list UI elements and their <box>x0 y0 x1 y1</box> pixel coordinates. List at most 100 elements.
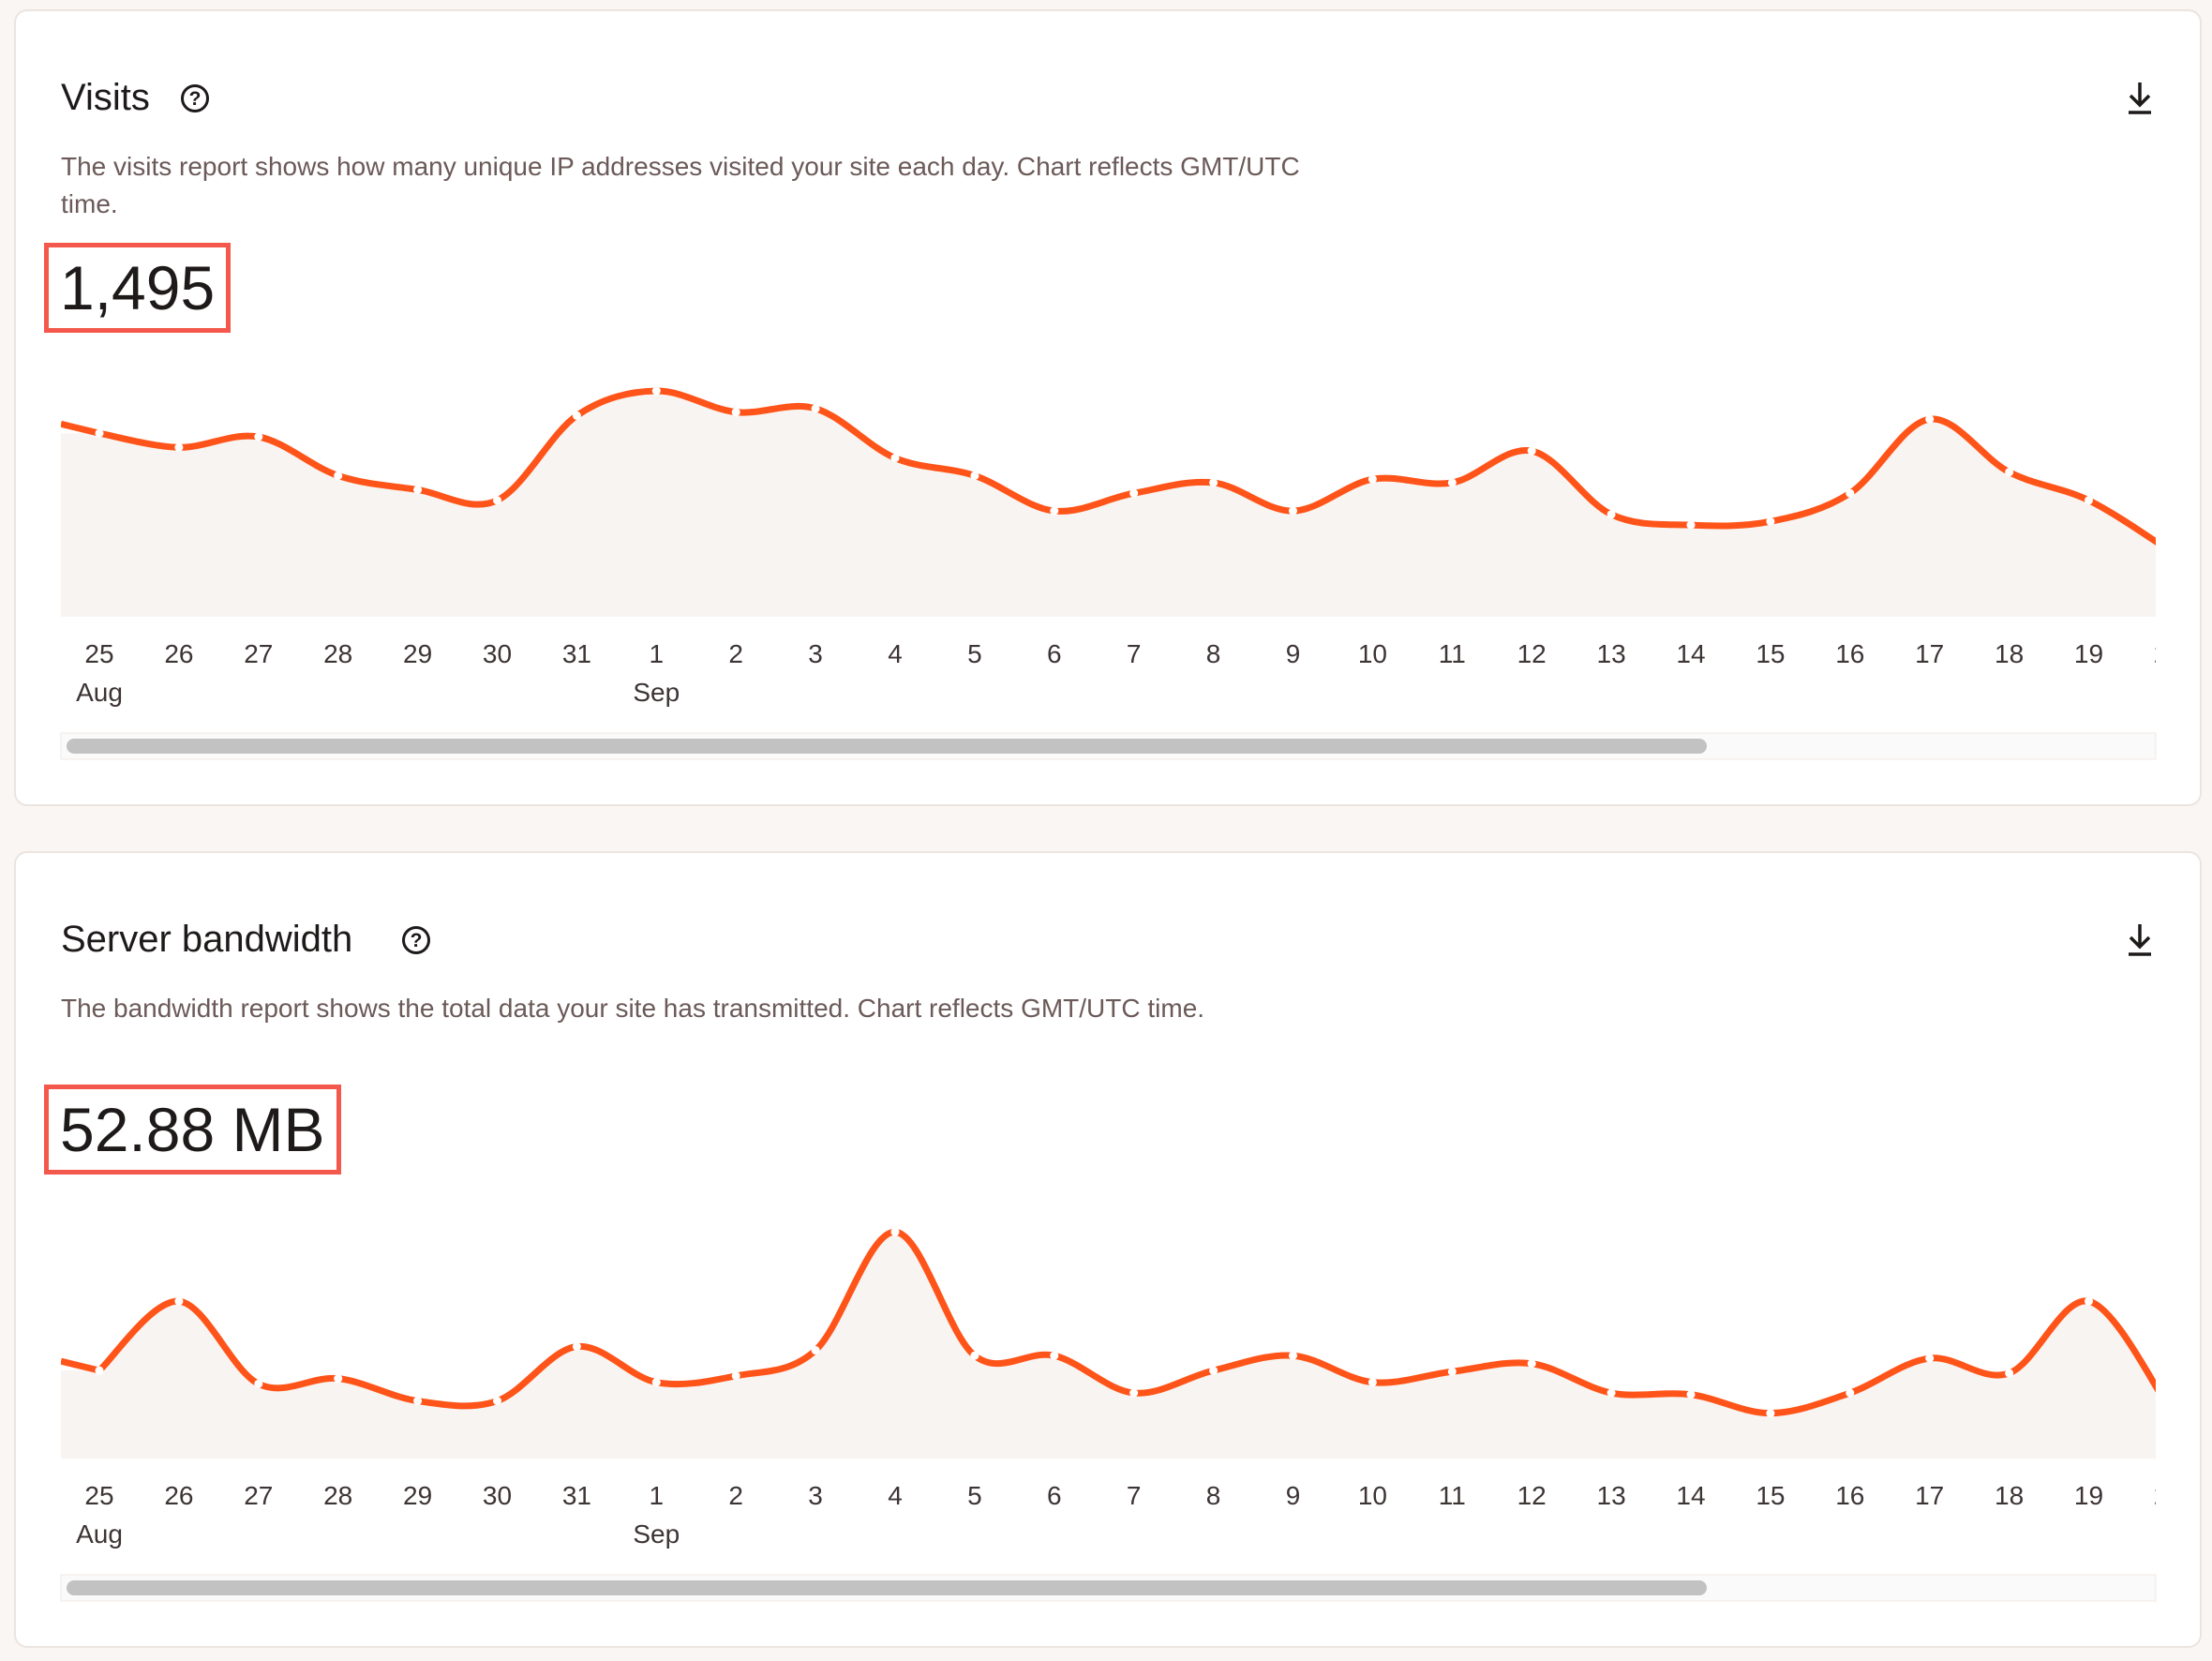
data-point[interactable] <box>1289 1351 1297 1360</box>
data-point[interactable] <box>1050 1351 1059 1360</box>
x-tick-label: 4 <box>888 1481 903 1510</box>
x-tick-label: 27 <box>244 1481 273 1510</box>
x-tick-label: 5 <box>967 1481 982 1510</box>
x-tick-label: 2 <box>728 1481 743 1510</box>
x-tick-label: 30 <box>483 639 512 668</box>
data-point[interactable] <box>1607 510 1616 519</box>
data-point[interactable] <box>1447 1367 1457 1376</box>
data-point[interactable] <box>1129 488 1139 498</box>
x-tick-label: 30 <box>483 1481 512 1510</box>
data-point[interactable] <box>2164 546 2173 554</box>
data-point[interactable] <box>1447 478 1457 487</box>
data-point[interactable] <box>2164 1402 2173 1411</box>
data-point[interactable] <box>1766 516 1775 526</box>
area-fill <box>61 1232 2156 1459</box>
data-point[interactable] <box>334 471 343 480</box>
data-point[interactable] <box>731 1371 740 1381</box>
data-point[interactable] <box>572 411 581 420</box>
data-point[interactable] <box>493 496 501 505</box>
data-point[interactable] <box>1209 1366 1218 1375</box>
card-title: Server bandwidth <box>61 919 353 960</box>
data-point[interactable] <box>254 1379 263 1388</box>
download-icon[interactable] <box>2121 77 2159 118</box>
data-point[interactable] <box>1527 1359 1536 1369</box>
data-point[interactable] <box>95 428 104 438</box>
data-point[interactable] <box>493 1397 501 1406</box>
x-tick-label: 29 <box>403 1481 432 1510</box>
data-point[interactable] <box>1368 1378 1377 1387</box>
data-point[interactable] <box>970 1351 979 1360</box>
x-tick-label: 2 <box>728 639 743 668</box>
x-tick-label: 13 <box>1597 1481 1626 1510</box>
x-tick-label: 14 <box>1676 1481 1705 1510</box>
data-point[interactable] <box>1050 506 1059 516</box>
data-point[interactable] <box>811 1346 820 1355</box>
bandwidth-chart: 25 26 27 28 29 30 31 1 2 3 4 5 6 7 8 9 10 11 12 13 14 15 16 17 1… <box>60 1227 2173 1602</box>
data-point[interactable] <box>1925 1354 1935 1363</box>
card-description: The visits report shows how many unique … <box>61 152 1300 218</box>
x-tick-label: 3 <box>808 639 823 668</box>
x-tick-label: 14 <box>1676 639 1705 668</box>
x-month-label: Sep <box>633 678 680 707</box>
x-tick-label: 8 <box>1206 1481 1221 1510</box>
x-tick-label: 20 <box>2154 639 2183 668</box>
x-tick-label: 17 <box>1915 639 1944 668</box>
x-tick-label: 18 <box>1995 1481 2024 1510</box>
visits-chart: 25 26 27 28 29 30 31 1 2 3 4 5 6 7 8 9 10 11 12 13 14 15 16 17 1… <box>60 386 2183 760</box>
scrollbar-thumb[interactable] <box>67 739 1707 754</box>
x-tick-label: 11 <box>1439 639 1466 668</box>
data-point[interactable] <box>1925 414 1935 424</box>
data-point[interactable] <box>413 1397 423 1406</box>
scrollbar-track[interactable] <box>60 1574 2157 1602</box>
x-tick-label: 11 <box>1439 1481 1466 1510</box>
data-point[interactable] <box>2085 1296 2093 1306</box>
data-point[interactable] <box>572 1342 581 1352</box>
data-point[interactable] <box>1129 1388 1139 1398</box>
x-tick-label: 6 <box>1047 639 1062 668</box>
total-value: 1,495 <box>44 243 232 333</box>
data-point[interactable] <box>2005 468 2014 477</box>
x-tick-label: 5 <box>967 639 982 668</box>
data-point[interactable] <box>95 1366 104 1375</box>
data-point[interactable] <box>1846 1388 1855 1398</box>
data-point[interactable] <box>1527 446 1536 456</box>
data-point[interactable] <box>2005 1369 2014 1378</box>
scrollbar-thumb[interactable] <box>67 1580 1707 1595</box>
data-point[interactable] <box>1209 478 1218 487</box>
data-point[interactable] <box>1766 1409 1775 1418</box>
data-point[interactable] <box>1607 1388 1616 1398</box>
data-point[interactable] <box>890 454 900 463</box>
x-tick-label: 4 <box>888 639 903 668</box>
data-point[interactable] <box>731 408 740 417</box>
data-point[interactable] <box>1846 488 1855 498</box>
data-point[interactable] <box>1368 474 1377 484</box>
data-point[interactable] <box>1686 1390 1696 1399</box>
x-tick-label: 16 <box>1835 1481 1864 1510</box>
data-point[interactable] <box>174 1296 184 1306</box>
data-point[interactable] <box>811 404 820 413</box>
data-point[interactable] <box>254 432 263 441</box>
question-circle-icon[interactable]: ? <box>402 926 430 954</box>
x-tick-label: 9 <box>1286 1481 1301 1510</box>
x-tick-label: 7 <box>1127 1481 1142 1510</box>
data-point[interactable] <box>651 1378 661 1387</box>
data-point[interactable] <box>2085 496 2093 505</box>
data-point[interactable] <box>651 386 661 396</box>
data-point[interactable] <box>890 1227 900 1236</box>
data-point[interactable] <box>1289 506 1297 516</box>
x-tick-label: 19 <box>2074 1481 2103 1510</box>
x-tick-label: 27 <box>244 639 273 668</box>
x-tick-label: 26 <box>164 639 193 668</box>
data-point[interactable] <box>174 442 184 452</box>
x-tick-label: 10 <box>1358 639 1387 668</box>
data-point[interactable] <box>970 471 979 480</box>
total-value: 52.88 MB <box>44 1085 341 1175</box>
x-month-label: Sep <box>633 1519 680 1549</box>
data-point[interactable] <box>413 485 423 494</box>
question-circle-icon[interactable]: ? <box>181 84 209 112</box>
x-tick-label: 1 <box>650 1481 665 1510</box>
download-icon[interactable] <box>2121 919 2159 960</box>
data-point[interactable] <box>334 1374 343 1384</box>
data-point[interactable] <box>1686 520 1696 530</box>
x-tick-label: 17 <box>1915 1481 1944 1510</box>
